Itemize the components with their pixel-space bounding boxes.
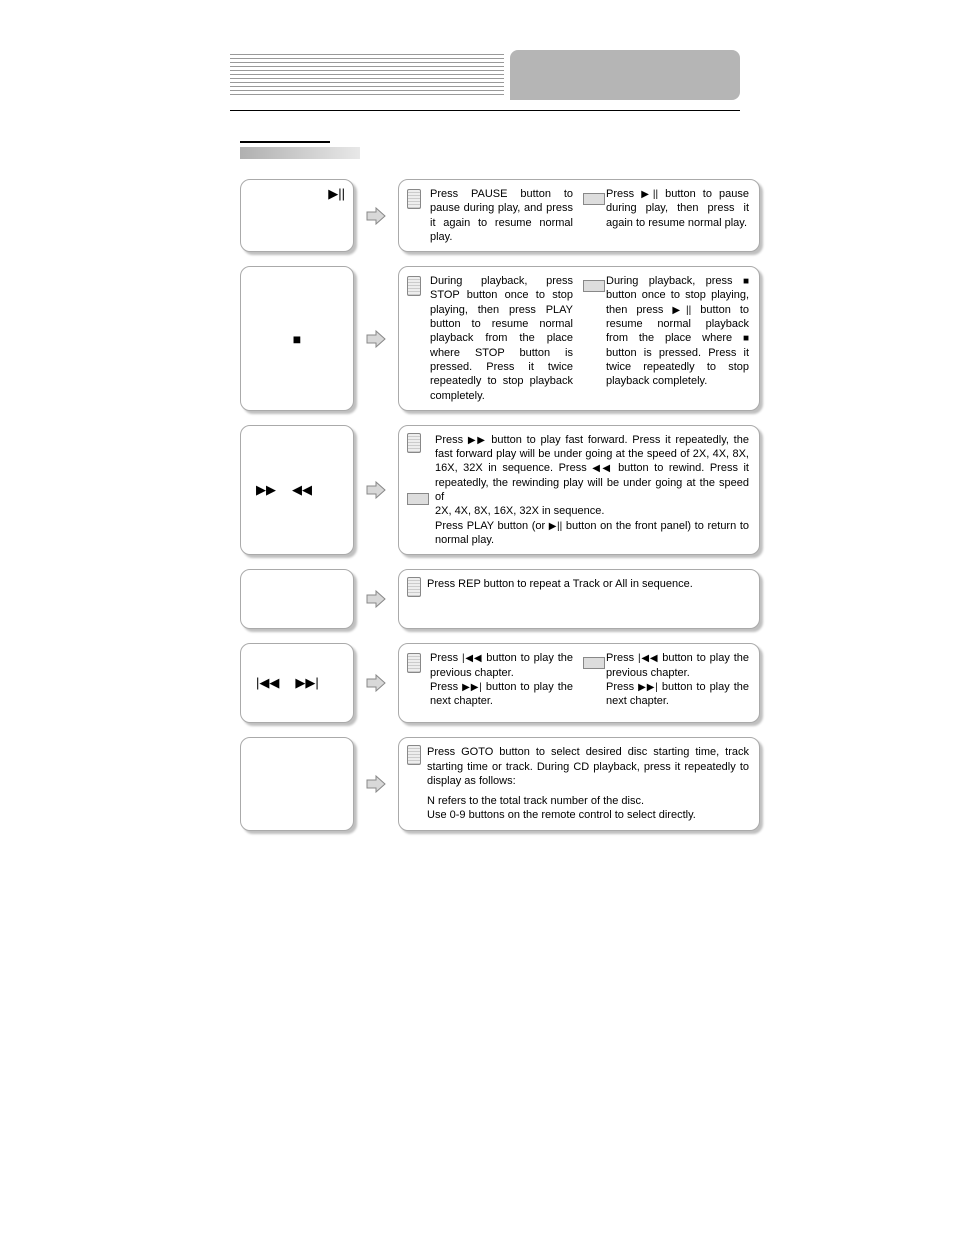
arrow-icon (354, 643, 398, 723)
remote-icon (407, 653, 421, 673)
row-ffrw: ▶▶ ◀◀ Press ▶▶ button to play fast forwa… (240, 425, 760, 555)
skip-left-text: Press |◀◀ button to play the previous ch… (430, 651, 573, 708)
desc-card-repeat: Press REP button to repeat a Track or Al… (398, 569, 760, 629)
rwd-icon: ◀◀ (292, 482, 312, 498)
arrow-icon (354, 569, 398, 629)
desc-card-stop: During playback, press STOP button once … (398, 266, 760, 411)
remote-icon (407, 189, 421, 209)
row-goto: Press GOTO button to select desired disc… (240, 737, 760, 830)
remote-icon (407, 577, 421, 597)
header-title-block (510, 50, 740, 100)
stop-icon: ■ (293, 331, 301, 347)
arrow-icon (354, 179, 398, 252)
repeat-text: Press REP button to repeat a Track or Al… (427, 577, 749, 591)
desc-card-goto: Press GOTO button to select desired disc… (398, 737, 760, 830)
header-rule-lines (230, 50, 504, 102)
row-repeat: Press REP button to repeat a Track or Al… (240, 569, 760, 629)
stop-left-text: During playback, press STOP button once … (430, 274, 573, 403)
play-pause-icon: ▶|| (328, 186, 345, 202)
remote-icon (407, 745, 421, 765)
section-heading (240, 141, 914, 159)
row-pause: ▶|| Press PAUSE button to pause during p… (240, 179, 760, 252)
panel-icon (583, 280, 605, 292)
arrow-icon (354, 425, 398, 555)
row-skip: |◀◀ ▶▶| Press |◀◀ button to play the pre… (240, 643, 760, 723)
button-card-stop: ■ (240, 266, 354, 411)
panel-icon (407, 493, 429, 505)
remote-icon (407, 433, 421, 453)
button-card-pause: ▶|| (240, 179, 354, 252)
panel-icon (583, 193, 605, 205)
goto-text: Press GOTO button to select desired disc… (427, 745, 749, 822)
ffrw-text: Press ▶▶ button to play fast forward. Pr… (435, 433, 749, 547)
skip-right-text: Press |◀◀ button to play the previous ch… (606, 651, 749, 708)
arrow-icon (354, 737, 398, 830)
arrow-icon (354, 266, 398, 411)
page-header (230, 50, 740, 102)
desc-card-ffrw: Press ▶▶ button to play fast forward. Pr… (398, 425, 760, 555)
button-card-repeat (240, 569, 354, 629)
remote-icon (407, 276, 421, 296)
row-stop: ■ During playback, press STOP button onc… (240, 266, 760, 411)
panel-icon (583, 657, 605, 669)
button-card-ffrw: ▶▶ ◀◀ (240, 425, 354, 555)
button-card-goto (240, 737, 354, 830)
desc-card-pause: Press PAUSE button to pause during play,… (398, 179, 760, 252)
desc-card-skip: Press |◀◀ button to play the previous ch… (398, 643, 760, 723)
prev-icon: |◀◀ (256, 675, 279, 691)
stop-right-text: During playback, press ■ button once to … (606, 274, 749, 388)
header-divider (230, 110, 740, 111)
pause-right-text: Press ▶|| button to pause during play, t… (606, 187, 749, 230)
next-icon: ▶▶| (295, 675, 318, 691)
button-card-skip: |◀◀ ▶▶| (240, 643, 354, 723)
pause-left-text: Press PAUSE button to pause during play,… (430, 187, 573, 244)
ffwd-icon: ▶▶ (256, 482, 276, 498)
